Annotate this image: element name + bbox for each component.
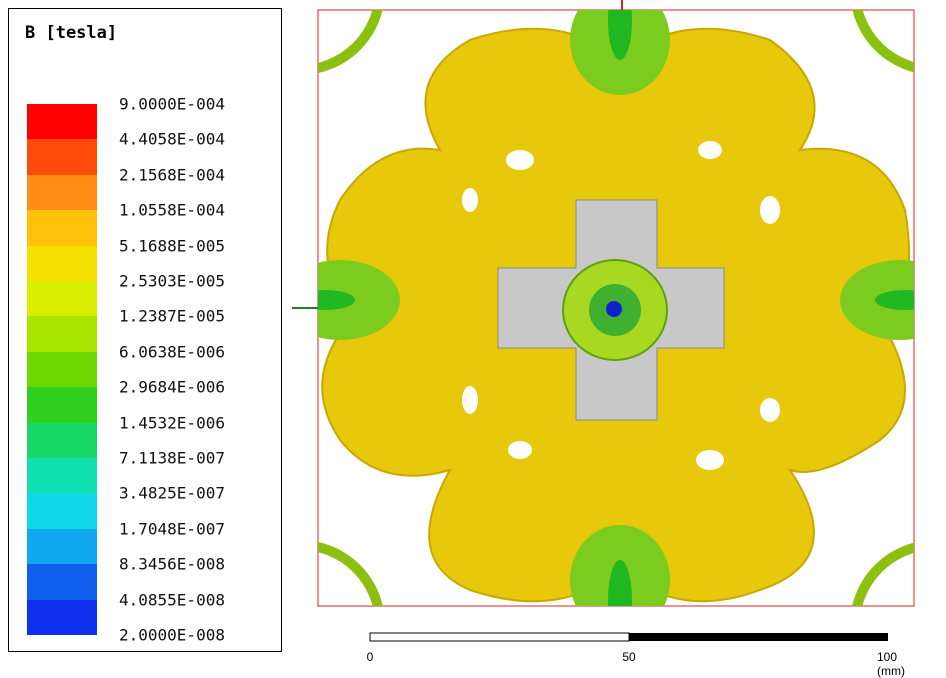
scale-label: 100 (mm)	[877, 650, 923, 678]
page: {"legend":{"title":"B [tesla]", "labels"…	[0, 0, 946, 667]
scale-label: 0	[367, 650, 374, 664]
scale-label: 50	[622, 650, 635, 664]
field-plot	[0, 0, 946, 667]
